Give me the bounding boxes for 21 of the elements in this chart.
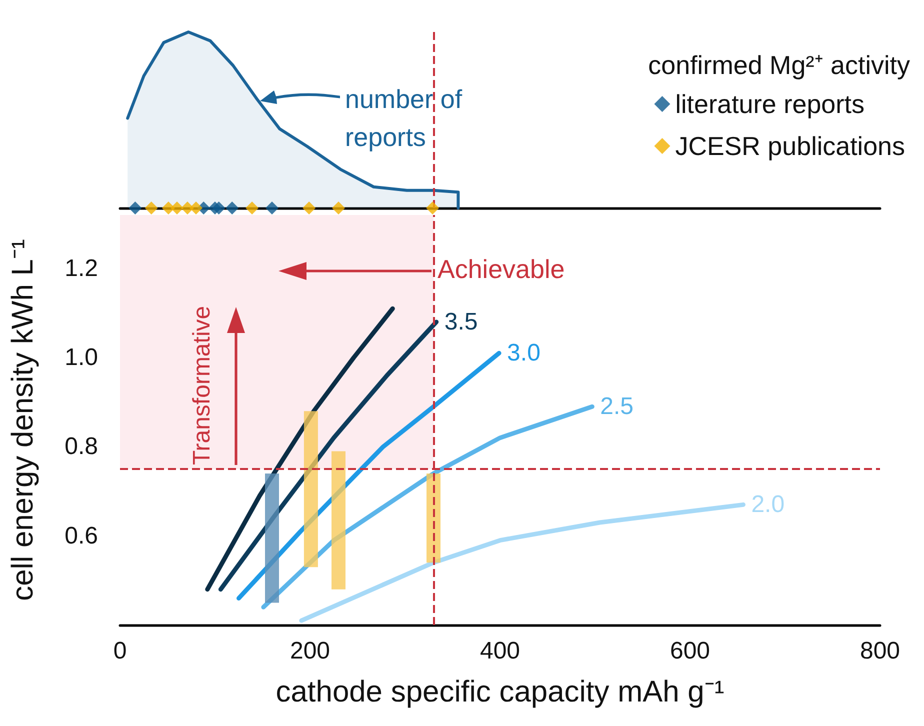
- y-tick-label: 1.2: [64, 254, 98, 282]
- y-tick-label: 0.6: [64, 522, 98, 550]
- series-label: 3.5: [444, 308, 478, 336]
- y-axis-title: cell energy density kWh L⁻¹: [6, 239, 40, 601]
- legend-label: JCESR publications: [675, 131, 906, 161]
- x-tick-label: 400: [480, 638, 520, 664]
- x-axis-title: cathode specific capacity mAh g⁻¹: [276, 676, 724, 708]
- ref-line-label: Transformative: [188, 306, 216, 466]
- y-tick-label: 0.8: [64, 433, 98, 460]
- series-label: 2.0: [751, 491, 785, 518]
- y-tick-label: 1.0: [64, 344, 98, 372]
- x-tick-label: 600: [670, 638, 710, 664]
- x-tick-label: 800: [860, 638, 900, 664]
- series-label: 3.0: [507, 340, 540, 367]
- annotation: number of reports: [345, 84, 470, 152]
- x-tick-label: 0: [113, 638, 127, 664]
- series-label: 2.5: [600, 393, 634, 420]
- ref-line-label: Achievable: [438, 254, 565, 284]
- legend-label: literature reports: [675, 89, 865, 119]
- x-tick-label: 200: [290, 638, 330, 664]
- legend-title: confirmed Mg²⁺ activity: [648, 50, 910, 80]
